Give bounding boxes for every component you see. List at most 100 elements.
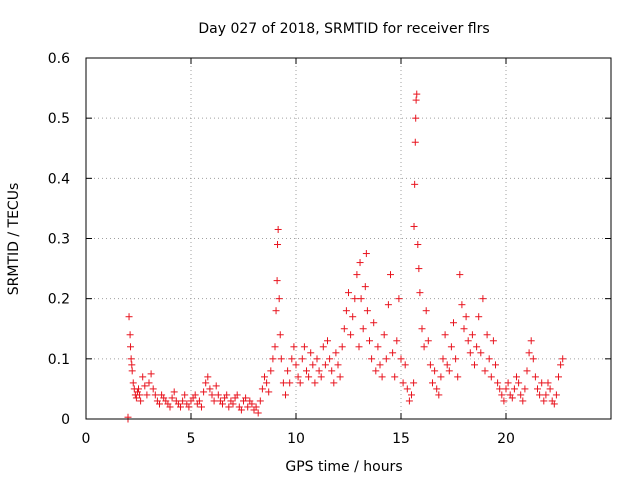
data-point [559, 355, 567, 363]
data-point [437, 373, 445, 381]
data-point [349, 313, 357, 321]
data-point [185, 403, 193, 411]
data-point [275, 295, 283, 303]
data-point [426, 361, 434, 369]
grid-lines [86, 58, 611, 419]
data-point [305, 373, 313, 381]
data-point [124, 413, 132, 421]
data-point [208, 391, 216, 399]
data-point [252, 403, 260, 411]
data-point [356, 259, 364, 267]
data-point [487, 373, 495, 381]
data-point [439, 355, 447, 363]
data-point [374, 343, 382, 351]
data-point [521, 385, 529, 393]
data-point [125, 313, 133, 321]
data-point [366, 337, 373, 345]
data-point [519, 397, 527, 405]
data-point [288, 355, 296, 363]
data-point [191, 391, 199, 399]
data-point [214, 391, 222, 399]
data-point [292, 361, 300, 369]
data-point [319, 343, 327, 351]
x-tick-label: 0 [82, 431, 91, 447]
data-point [500, 397, 508, 405]
data-point [538, 379, 546, 387]
data-point [496, 385, 504, 393]
data-point [359, 325, 367, 333]
data-point [206, 385, 214, 393]
data-points [124, 90, 567, 423]
data-point [378, 373, 386, 381]
data-point [277, 355, 285, 363]
data-point [300, 343, 308, 351]
data-point [361, 283, 369, 291]
data-point [387, 271, 394, 279]
data-point [143, 391, 151, 399]
data-point [405, 397, 413, 405]
data-point [223, 391, 231, 399]
data-point [452, 355, 460, 363]
y-tick-label: 0.2 [48, 292, 70, 308]
data-point [443, 361, 451, 369]
data-point [368, 355, 376, 363]
data-point [315, 367, 323, 375]
data-point [127, 355, 135, 363]
data-point [168, 394, 176, 402]
data-point [498, 391, 506, 399]
data-point [412, 114, 420, 122]
data-point [334, 361, 342, 369]
data-point [210, 397, 218, 405]
data-point [412, 96, 420, 104]
data-point [370, 319, 378, 327]
data-point [408, 391, 415, 399]
data-point [433, 385, 441, 393]
data-point [450, 319, 457, 327]
y-axis-label: SRMTID / TECUs [6, 183, 22, 296]
data-point [212, 382, 220, 390]
data-point [485, 355, 493, 363]
data-point [313, 355, 321, 363]
data-point [410, 379, 418, 387]
data-point [454, 373, 462, 381]
data-point [504, 379, 512, 387]
data-point [372, 367, 380, 375]
data-point [244, 403, 252, 411]
x-tick-label: 15 [392, 431, 410, 447]
data-point [256, 397, 264, 405]
data-point [517, 391, 525, 399]
data-point [290, 343, 298, 351]
data-point [357, 295, 365, 303]
data-point [279, 379, 287, 387]
data-point [181, 391, 189, 399]
y-tick-label: 0.6 [48, 51, 70, 67]
data-point [376, 361, 384, 369]
data-point [473, 343, 481, 351]
data-point [340, 325, 348, 333]
data-point [515, 379, 523, 387]
data-point [471, 361, 478, 369]
data-point [353, 271, 361, 279]
data-point [441, 331, 449, 339]
data-point [202, 379, 210, 387]
plot-frame [85, 57, 612, 420]
data-point [435, 391, 443, 399]
data-point [460, 325, 468, 333]
data-point [458, 301, 466, 309]
data-point [328, 367, 336, 375]
data-point [296, 379, 304, 387]
data-point [391, 373, 399, 381]
data-point [401, 361, 409, 369]
data-point [284, 367, 292, 375]
data-point [276, 331, 284, 339]
data-point [411, 138, 419, 146]
data-point [410, 222, 418, 230]
data-point [147, 370, 155, 378]
data-point [483, 331, 491, 339]
data-point [351, 295, 359, 303]
data-point [272, 307, 280, 315]
data-point [475, 313, 483, 321]
data-point [269, 355, 277, 363]
data-point [527, 337, 535, 345]
data-point [411, 180, 419, 188]
